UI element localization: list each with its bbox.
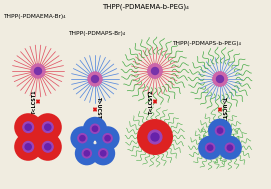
- Circle shape: [82, 149, 91, 158]
- Circle shape: [198, 136, 222, 160]
- Circle shape: [105, 136, 110, 141]
- Circle shape: [45, 144, 51, 150]
- Circle shape: [208, 145, 213, 150]
- Circle shape: [34, 133, 62, 161]
- Text: THPP(-PDMAEMA-b-PEG)₄: THPP(-PDMAEMA-b-PEG)₄: [102, 3, 188, 9]
- Circle shape: [14, 133, 42, 161]
- Circle shape: [213, 72, 227, 86]
- Text: THPP(-PDMAPS-b-PEG)₄: THPP(-PDMAPS-b-PEG)₄: [172, 41, 241, 46]
- Circle shape: [227, 145, 233, 150]
- Circle shape: [34, 113, 62, 141]
- Text: T>UCST2: T>UCST2: [221, 97, 226, 122]
- Circle shape: [91, 124, 99, 133]
- Circle shape: [83, 117, 107, 141]
- Circle shape: [14, 113, 42, 141]
- Circle shape: [151, 67, 159, 74]
- Circle shape: [151, 133, 159, 141]
- Circle shape: [206, 143, 215, 152]
- Circle shape: [148, 130, 162, 144]
- Text: T>UCST1: T>UCST1: [96, 97, 101, 122]
- Circle shape: [208, 119, 232, 143]
- Circle shape: [84, 151, 89, 156]
- Circle shape: [25, 124, 31, 130]
- Circle shape: [99, 149, 108, 158]
- Circle shape: [25, 144, 31, 150]
- Circle shape: [217, 75, 224, 83]
- Circle shape: [217, 75, 224, 83]
- Circle shape: [92, 75, 98, 83]
- Circle shape: [70, 126, 94, 150]
- Circle shape: [88, 72, 102, 86]
- Text: T<LCST1: T<LCST1: [32, 89, 37, 114]
- Circle shape: [80, 136, 85, 141]
- Text: THPP(-PDMAEMA-Br)₄: THPP(-PDMAEMA-Br)₄: [3, 14, 66, 19]
- Circle shape: [43, 122, 53, 132]
- Circle shape: [23, 122, 34, 132]
- Circle shape: [43, 142, 53, 152]
- Circle shape: [31, 64, 45, 78]
- Circle shape: [78, 134, 87, 143]
- Circle shape: [215, 126, 225, 135]
- Circle shape: [151, 67, 159, 74]
- Circle shape: [45, 124, 51, 130]
- Circle shape: [96, 126, 120, 150]
- Circle shape: [218, 136, 242, 160]
- Circle shape: [148, 64, 162, 78]
- Circle shape: [34, 67, 41, 74]
- Circle shape: [92, 126, 98, 131]
- Circle shape: [213, 72, 227, 86]
- Circle shape: [101, 151, 106, 156]
- Text: THPP(-PDMAPS-Br)₄: THPP(-PDMAPS-Br)₄: [68, 31, 125, 36]
- Circle shape: [217, 128, 223, 133]
- Text: T<LCST2: T<LCST2: [149, 89, 154, 114]
- Circle shape: [225, 143, 234, 152]
- Circle shape: [137, 119, 173, 155]
- Circle shape: [23, 142, 34, 152]
- Circle shape: [75, 141, 99, 165]
- Circle shape: [103, 134, 112, 143]
- Circle shape: [148, 64, 162, 78]
- Circle shape: [91, 141, 115, 165]
